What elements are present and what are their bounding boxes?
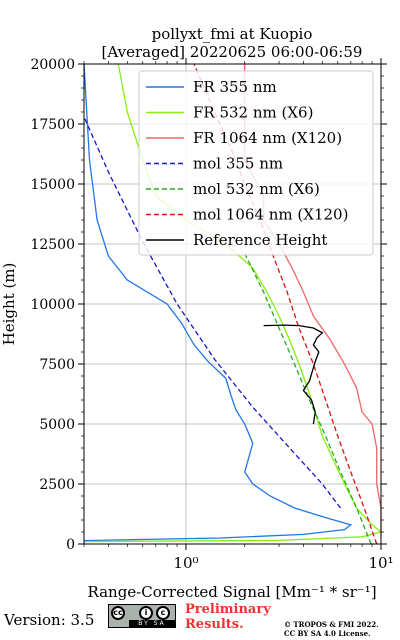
legend-label: mol 532 nm (X6) [193, 180, 320, 198]
preliminary-notice: Preliminary Results. [185, 602, 271, 632]
y-tick-label: 2500 [39, 477, 75, 493]
y-tick-label: 0 [66, 537, 75, 553]
legend-label: FR 532 nm (X6) [193, 104, 313, 122]
x-axis-label: Range-Corrected Signal [Mm⁻¹ * sr⁻¹] [87, 583, 376, 600]
series-line [83, 116, 342, 509]
chart-title: pollyxt_fmi at Kuopio [152, 25, 313, 43]
copyright-line-2: CC BY SA 4.0 License. [284, 629, 371, 638]
cc-label: BY SA [129, 620, 175, 627]
legend-label: Reference Height [193, 231, 327, 249]
series-line [83, 63, 353, 542]
axis-layer: 0 2500 5000 7500 10000 12500 15000 17500 20000 10… [30, 57, 393, 572]
legend-box [138, 70, 374, 256]
cc-license-badge[interactable]: cc i c BY SA [108, 604, 176, 628]
y-tick-label: 10000 [30, 297, 75, 313]
series-layer [83, 63, 383, 545]
legend: FR 355 nm FR 532 nm (X6) FR 1064 nm (X120)… [138, 70, 374, 256]
series-line [263, 324, 324, 425]
version-label: Version: 3.5 [4, 611, 95, 629]
copyright-notice: © TROPOS & FMI 2022. CC BY SA 4.0 Licens… [284, 620, 379, 638]
legend-label: mol 355 nm [193, 155, 283, 173]
share-alike-icon: c [156, 606, 170, 620]
y-tick-label: 5000 [39, 417, 75, 433]
series-line [193, 63, 378, 545]
x-tick-label: 10¹ [368, 554, 393, 572]
legend-label: FR 355 nm [193, 78, 277, 96]
attribution-icon: i [139, 606, 153, 620]
chart-subtitle: [Averaged] 20220625 06:00-06:59 [102, 43, 363, 61]
x-tick-label: 10⁰ [173, 554, 198, 572]
series-line [244, 253, 372, 545]
preliminary-line-1: Preliminary [185, 602, 271, 617]
y-axis-label: Height (m) [0, 263, 18, 346]
y-tick-label: 17500 [30, 117, 75, 133]
cc-icon: cc [111, 606, 125, 620]
legend-label: FR 1064 nm (X120) [193, 129, 342, 147]
y-tick-label: 20000 [30, 57, 75, 73]
preliminary-line-2: Results. [185, 617, 244, 632]
lidar-profile-chart: pollyxt_fmi at Kuopio [Averaged] 2022062… [0, 25, 394, 600]
y-tick-label: 15000 [30, 177, 75, 193]
copyright-line-1: © TROPOS & FMI 2022. [284, 620, 379, 629]
legend-label: mol 1064 nm (X120) [193, 206, 348, 224]
y-tick-label: 7500 [39, 357, 75, 373]
y-tick-label: 12500 [30, 237, 75, 253]
